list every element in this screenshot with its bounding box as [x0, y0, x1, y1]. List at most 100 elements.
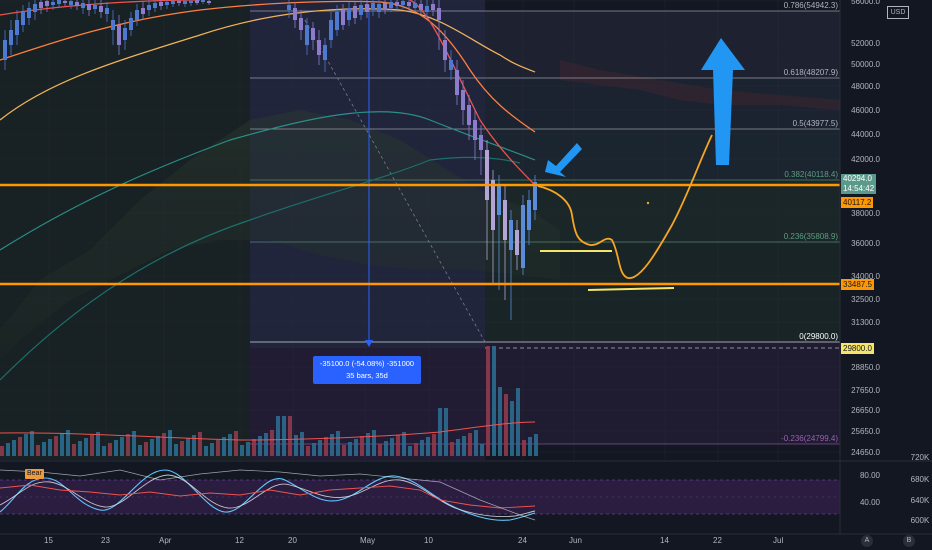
candle-body — [299, 18, 303, 30]
time-tick-label: Jul — [773, 536, 784, 545]
measure-arrow-head — [365, 340, 373, 347]
candle-body — [69, 1, 73, 5]
candle-body — [287, 5, 291, 10]
volume-bar — [468, 433, 472, 456]
candle-body — [395, 2, 399, 6]
candle-body — [135, 10, 139, 20]
auto-scale-button[interactable]: A — [861, 535, 873, 547]
measure-tooltip[interactable]: -35100.0 (-54.08%) -351000 35 bars, 35d — [313, 356, 421, 384]
volume-bar — [18, 437, 22, 456]
price-tick-label: 32500.0 — [851, 295, 880, 304]
fib-zone-3 — [485, 129, 840, 180]
time-tick-label: 14 — [660, 536, 669, 545]
candle-body — [153, 3, 157, 8]
ma-line-teal — [0, 111, 536, 251]
rsi-step-line — [0, 469, 536, 521]
candle-body — [419, 4, 423, 10]
volume-bar — [96, 432, 100, 456]
volume-bar — [234, 431, 238, 456]
candle-body — [503, 200, 507, 240]
candle-body — [159, 2, 163, 6]
volume-ma — [0, 421, 536, 441]
projection-path — [537, 134, 713, 279]
volume-bar — [378, 444, 382, 456]
volume-bar — [222, 437, 226, 456]
current-price: 40294.0 — [843, 174, 872, 183]
candle-body — [407, 2, 411, 6]
candle-body — [401, 1, 405, 5]
volume-bar — [288, 416, 292, 456]
volume-bar — [522, 440, 526, 456]
volume-tick-label: 720K — [910, 453, 930, 462]
candle-body — [347, 8, 351, 20]
trend-line-dashed — [304, 19, 486, 343]
time-tick-label: Jun — [569, 536, 582, 545]
annotation-dot — [646, 201, 650, 205]
volume-bar — [492, 346, 496, 456]
volume-bar — [270, 430, 274, 456]
volume-bar — [390, 438, 394, 456]
candle-countdown: 14:54:42 — [843, 184, 875, 193]
candle-body — [195, 0, 199, 3]
volume-bar — [30, 431, 34, 456]
candle-body — [33, 4, 37, 12]
volume-bar — [102, 446, 106, 456]
fib-level-label: -0.236(24799.4) — [781, 434, 838, 443]
volume-bar — [252, 439, 256, 456]
price-tick-label: 28850.0 — [851, 363, 880, 372]
measure-change: -35100.0 (-54.08%) -351000 — [319, 359, 415, 368]
candle-body — [93, 5, 97, 9]
time-tick-label: 24 — [518, 536, 527, 545]
price-tick-label: 34000.0 — [851, 272, 880, 281]
current-price-tag: 40294.0 14:54:42 — [841, 174, 877, 194]
candle-body — [15, 20, 19, 35]
volume-tick-label: 640K — [910, 496, 930, 505]
candle-body — [485, 150, 489, 200]
candle-body — [117, 25, 121, 45]
volume-bar — [384, 441, 388, 456]
candle-body — [461, 90, 465, 110]
volume-bar — [282, 416, 286, 456]
volume-bar — [456, 439, 460, 456]
volume-bar — [258, 436, 262, 456]
candle-body — [111, 20, 115, 30]
ma-line-long — [0, 156, 521, 381]
candle-body — [533, 182, 537, 210]
candle-body — [201, 0, 205, 2]
volume-bar — [204, 446, 208, 456]
candle-body — [317, 40, 321, 55]
candle-body — [39, 2, 43, 8]
price-tick-label: 24650.0 — [851, 448, 880, 457]
rsi-tick-label: 80.00 — [859, 471, 880, 480]
candle-body — [335, 12, 339, 30]
candle-body — [329, 20, 333, 40]
candle-body — [311, 28, 315, 40]
volume-bar — [216, 440, 220, 456]
volume-bar — [186, 438, 190, 456]
time-tick-label: 22 — [713, 536, 722, 545]
volume-bar — [372, 430, 376, 456]
candle-body — [45, 1, 49, 6]
fib-level-label: 0.618(48207.9) — [783, 68, 838, 77]
candle-body — [515, 230, 519, 255]
scale-mode-button[interactable]: B — [903, 535, 915, 547]
volume-bar — [486, 346, 490, 456]
price-tick-label: 42000.0 — [851, 155, 880, 164]
grid-lines — [0, 0, 840, 534]
candle-body — [491, 180, 495, 230]
volume-tick-label: 680K — [910, 475, 930, 484]
candle-body — [341, 10, 345, 25]
candle-body — [413, 3, 417, 8]
volume-bar — [414, 443, 418, 456]
candle-body — [371, 3, 375, 10]
currency-badge[interactable]: USD — [887, 6, 909, 19]
candle-body — [425, 6, 429, 12]
price-tick-label: 36000.0 — [851, 239, 880, 248]
lower-level-tag: 33487.5 — [841, 279, 874, 290]
volume-tick-label: 600K — [910, 516, 930, 525]
price-tick-label: 27650.0 — [851, 386, 880, 395]
volume-bar — [498, 387, 502, 456]
time-tick-label: May — [360, 536, 376, 545]
candle-body — [473, 120, 477, 140]
